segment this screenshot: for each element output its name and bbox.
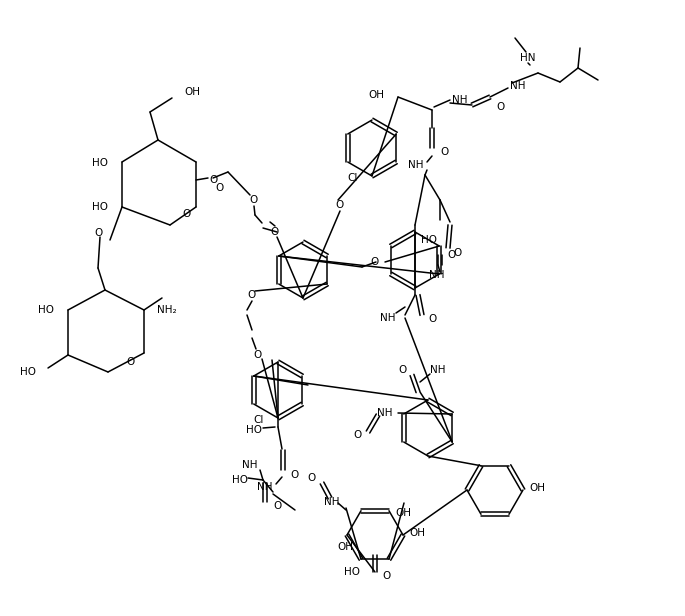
Text: O: O: [271, 227, 279, 237]
Text: OH: OH: [368, 90, 384, 100]
Text: O: O: [371, 257, 379, 267]
Text: O: O: [95, 228, 103, 238]
Text: O: O: [290, 470, 298, 480]
Text: O: O: [209, 175, 217, 185]
Text: HN: HN: [520, 53, 536, 63]
Text: Cl: Cl: [347, 173, 358, 183]
Text: NH: NH: [430, 365, 445, 375]
Text: NH: NH: [429, 270, 445, 280]
Text: O: O: [440, 147, 448, 157]
Text: HO: HO: [92, 202, 108, 212]
Text: O: O: [183, 209, 191, 219]
Text: HO: HO: [38, 305, 54, 315]
Text: OH: OH: [337, 542, 353, 552]
Text: OH: OH: [184, 87, 200, 97]
Text: NH: NH: [258, 482, 273, 492]
Text: O: O: [215, 183, 223, 193]
Text: HO: HO: [92, 158, 108, 168]
Text: O: O: [447, 250, 456, 260]
Text: NH: NH: [510, 81, 525, 91]
Text: NH₂: NH₂: [157, 305, 177, 315]
Text: O: O: [496, 102, 504, 112]
Text: O: O: [382, 571, 390, 581]
Text: O: O: [250, 195, 258, 205]
Text: O: O: [308, 473, 316, 483]
Text: OH: OH: [395, 508, 411, 518]
Text: NH: NH: [380, 313, 396, 323]
Text: O: O: [254, 350, 262, 360]
Text: O: O: [453, 248, 461, 258]
Text: NH: NH: [408, 160, 424, 170]
Text: HO: HO: [232, 475, 248, 485]
Text: HO: HO: [421, 235, 437, 245]
Text: NH: NH: [325, 497, 340, 507]
Text: Cl: Cl: [253, 415, 264, 425]
Text: HO: HO: [246, 425, 262, 435]
Text: O: O: [248, 290, 256, 300]
Text: O: O: [127, 357, 135, 367]
Text: HO: HO: [20, 367, 36, 377]
Text: NH: NH: [452, 95, 467, 105]
Text: HO: HO: [344, 567, 360, 577]
Text: O: O: [353, 430, 362, 440]
Text: OH: OH: [529, 483, 545, 493]
Text: O: O: [273, 501, 282, 511]
Text: O: O: [399, 365, 407, 375]
Text: NH: NH: [242, 460, 258, 470]
Text: O: O: [336, 200, 344, 210]
Text: NH: NH: [377, 408, 393, 418]
Text: O: O: [428, 314, 436, 324]
Text: OH: OH: [409, 528, 425, 538]
